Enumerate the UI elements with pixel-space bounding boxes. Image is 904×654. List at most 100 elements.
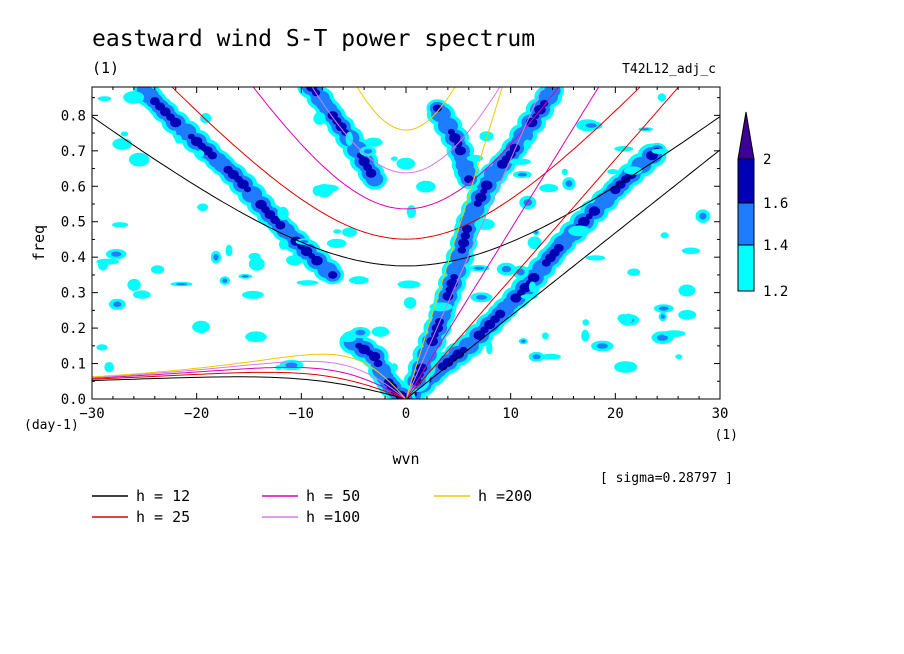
- contour-blob: [275, 221, 286, 230]
- contour-patch: [242, 290, 264, 299]
- contour-patch: [486, 341, 493, 355]
- contour-blob: [459, 346, 468, 354]
- contour-blob: [426, 336, 438, 347]
- contour-patch: [657, 334, 668, 341]
- contour-patch: [371, 326, 390, 337]
- contour-patch: [541, 332, 549, 340]
- colorbar-label: 1.6: [763, 196, 788, 212]
- contour-patch: [241, 275, 249, 278]
- axis-ticks: −30 −20 −10 0 10 20 30 0.0 0.1 0.2 0.3 0.4 0.5 0.6 0.7…: [61, 87, 729, 422]
- chart-title: eastward wind S-T power spectrum: [92, 26, 535, 52]
- x-tick-label: 30: [712, 406, 729, 422]
- colorbar-segment: [737, 202, 755, 246]
- contour-patch: [197, 203, 209, 212]
- contour-patch: [112, 138, 132, 150]
- contour-patch: [657, 93, 667, 102]
- contour-patch: [517, 172, 527, 177]
- gravity-curve: [311, 87, 501, 174]
- contour-patch: [245, 331, 267, 343]
- contour-patch: [581, 329, 590, 342]
- contour-patch: [473, 266, 485, 270]
- y-tick-label: 0.5: [61, 215, 86, 231]
- contour-blob: [328, 271, 338, 279]
- contour-patch: [624, 166, 643, 175]
- contour-patch: [585, 255, 606, 261]
- contour-patch: [96, 344, 108, 351]
- contour-patch: [565, 180, 573, 187]
- contour-blob: [449, 133, 461, 143]
- y-tick-label: 0.1: [61, 357, 86, 373]
- contour-patch: [627, 268, 641, 276]
- contour-patch: [192, 320, 211, 333]
- contour-patch: [403, 297, 417, 309]
- contour-blob: [369, 351, 381, 362]
- contour-blob: [454, 146, 466, 156]
- contour-patch: [623, 313, 634, 324]
- subtitle-left: (1): [92, 59, 119, 77]
- contour-blob: [207, 151, 217, 160]
- contour-blob: [160, 107, 171, 117]
- contour-blob: [460, 232, 470, 240]
- kelvin-curve: [405, 87, 680, 399]
- legend-label: h = 12: [136, 487, 190, 505]
- contour-patch: [678, 310, 697, 320]
- rossby-curve: [92, 353, 407, 399]
- contour-blob: [365, 168, 377, 178]
- contour-blob: [510, 293, 522, 303]
- contour-patch: [479, 131, 494, 142]
- colorbar-segment: [737, 244, 755, 292]
- contour-patch: [516, 268, 525, 276]
- contour-patch: [534, 231, 538, 234]
- contour-blob: [433, 104, 442, 113]
- contour-patch: [406, 205, 417, 219]
- contour-patch: [582, 319, 590, 326]
- contour-patch: [596, 343, 608, 349]
- contour-patch: [390, 363, 398, 372]
- contour-patch: [699, 212, 707, 220]
- contour-blob: [553, 243, 564, 253]
- contour-patch: [174, 134, 182, 144]
- colorbar-arrow: [737, 111, 755, 160]
- rossby-curve: [92, 366, 407, 399]
- contour-blob: [243, 186, 252, 193]
- contour-blob: [527, 272, 540, 283]
- contour-patch: [474, 218, 495, 230]
- contour-patch: [278, 238, 289, 250]
- contour-patch: [528, 281, 536, 293]
- contour-patch: [390, 156, 398, 161]
- y-tick-label: 0.8: [61, 108, 86, 124]
- contour-blob: [170, 117, 182, 128]
- x-tick-label: −20: [184, 406, 209, 422]
- legend: h = 12 h = 25 h = 50 h =100 h =200: [92, 487, 532, 526]
- contour-patch: [397, 280, 421, 289]
- contour-patch: [151, 265, 165, 274]
- sigma-text: [ sigma=0.28797 ]: [600, 471, 733, 486]
- contour-patch: [312, 185, 323, 196]
- legend-label: h = 50: [306, 487, 360, 505]
- contour-patch: [286, 255, 303, 266]
- colorbar-segment: [737, 158, 755, 204]
- contour-blob: [450, 273, 458, 281]
- contour-blob: [540, 99, 549, 107]
- y-tick-label: 0.4: [61, 250, 86, 266]
- rossby-curve: [92, 360, 407, 399]
- x-unit-label: (1): [715, 428, 738, 443]
- contour-blob: [578, 216, 590, 227]
- contour-patch: [429, 302, 453, 312]
- x-tick-label: 0: [402, 406, 410, 422]
- contour-patch: [127, 278, 141, 291]
- contour-patch: [614, 361, 638, 373]
- contour-patch: [675, 354, 683, 360]
- contour-patch: [475, 294, 487, 300]
- contour-patch: [532, 354, 541, 360]
- contour-patch: [607, 169, 619, 175]
- colorbar-label: 1.4: [763, 238, 788, 254]
- contour-patch: [225, 244, 233, 257]
- y-tick-label: 0.0: [61, 392, 86, 408]
- contour-patch: [296, 280, 319, 286]
- contour-blob: [237, 179, 249, 189]
- contour-patch: [651, 148, 670, 154]
- contour-patch: [568, 225, 590, 237]
- contour-patch: [501, 265, 512, 273]
